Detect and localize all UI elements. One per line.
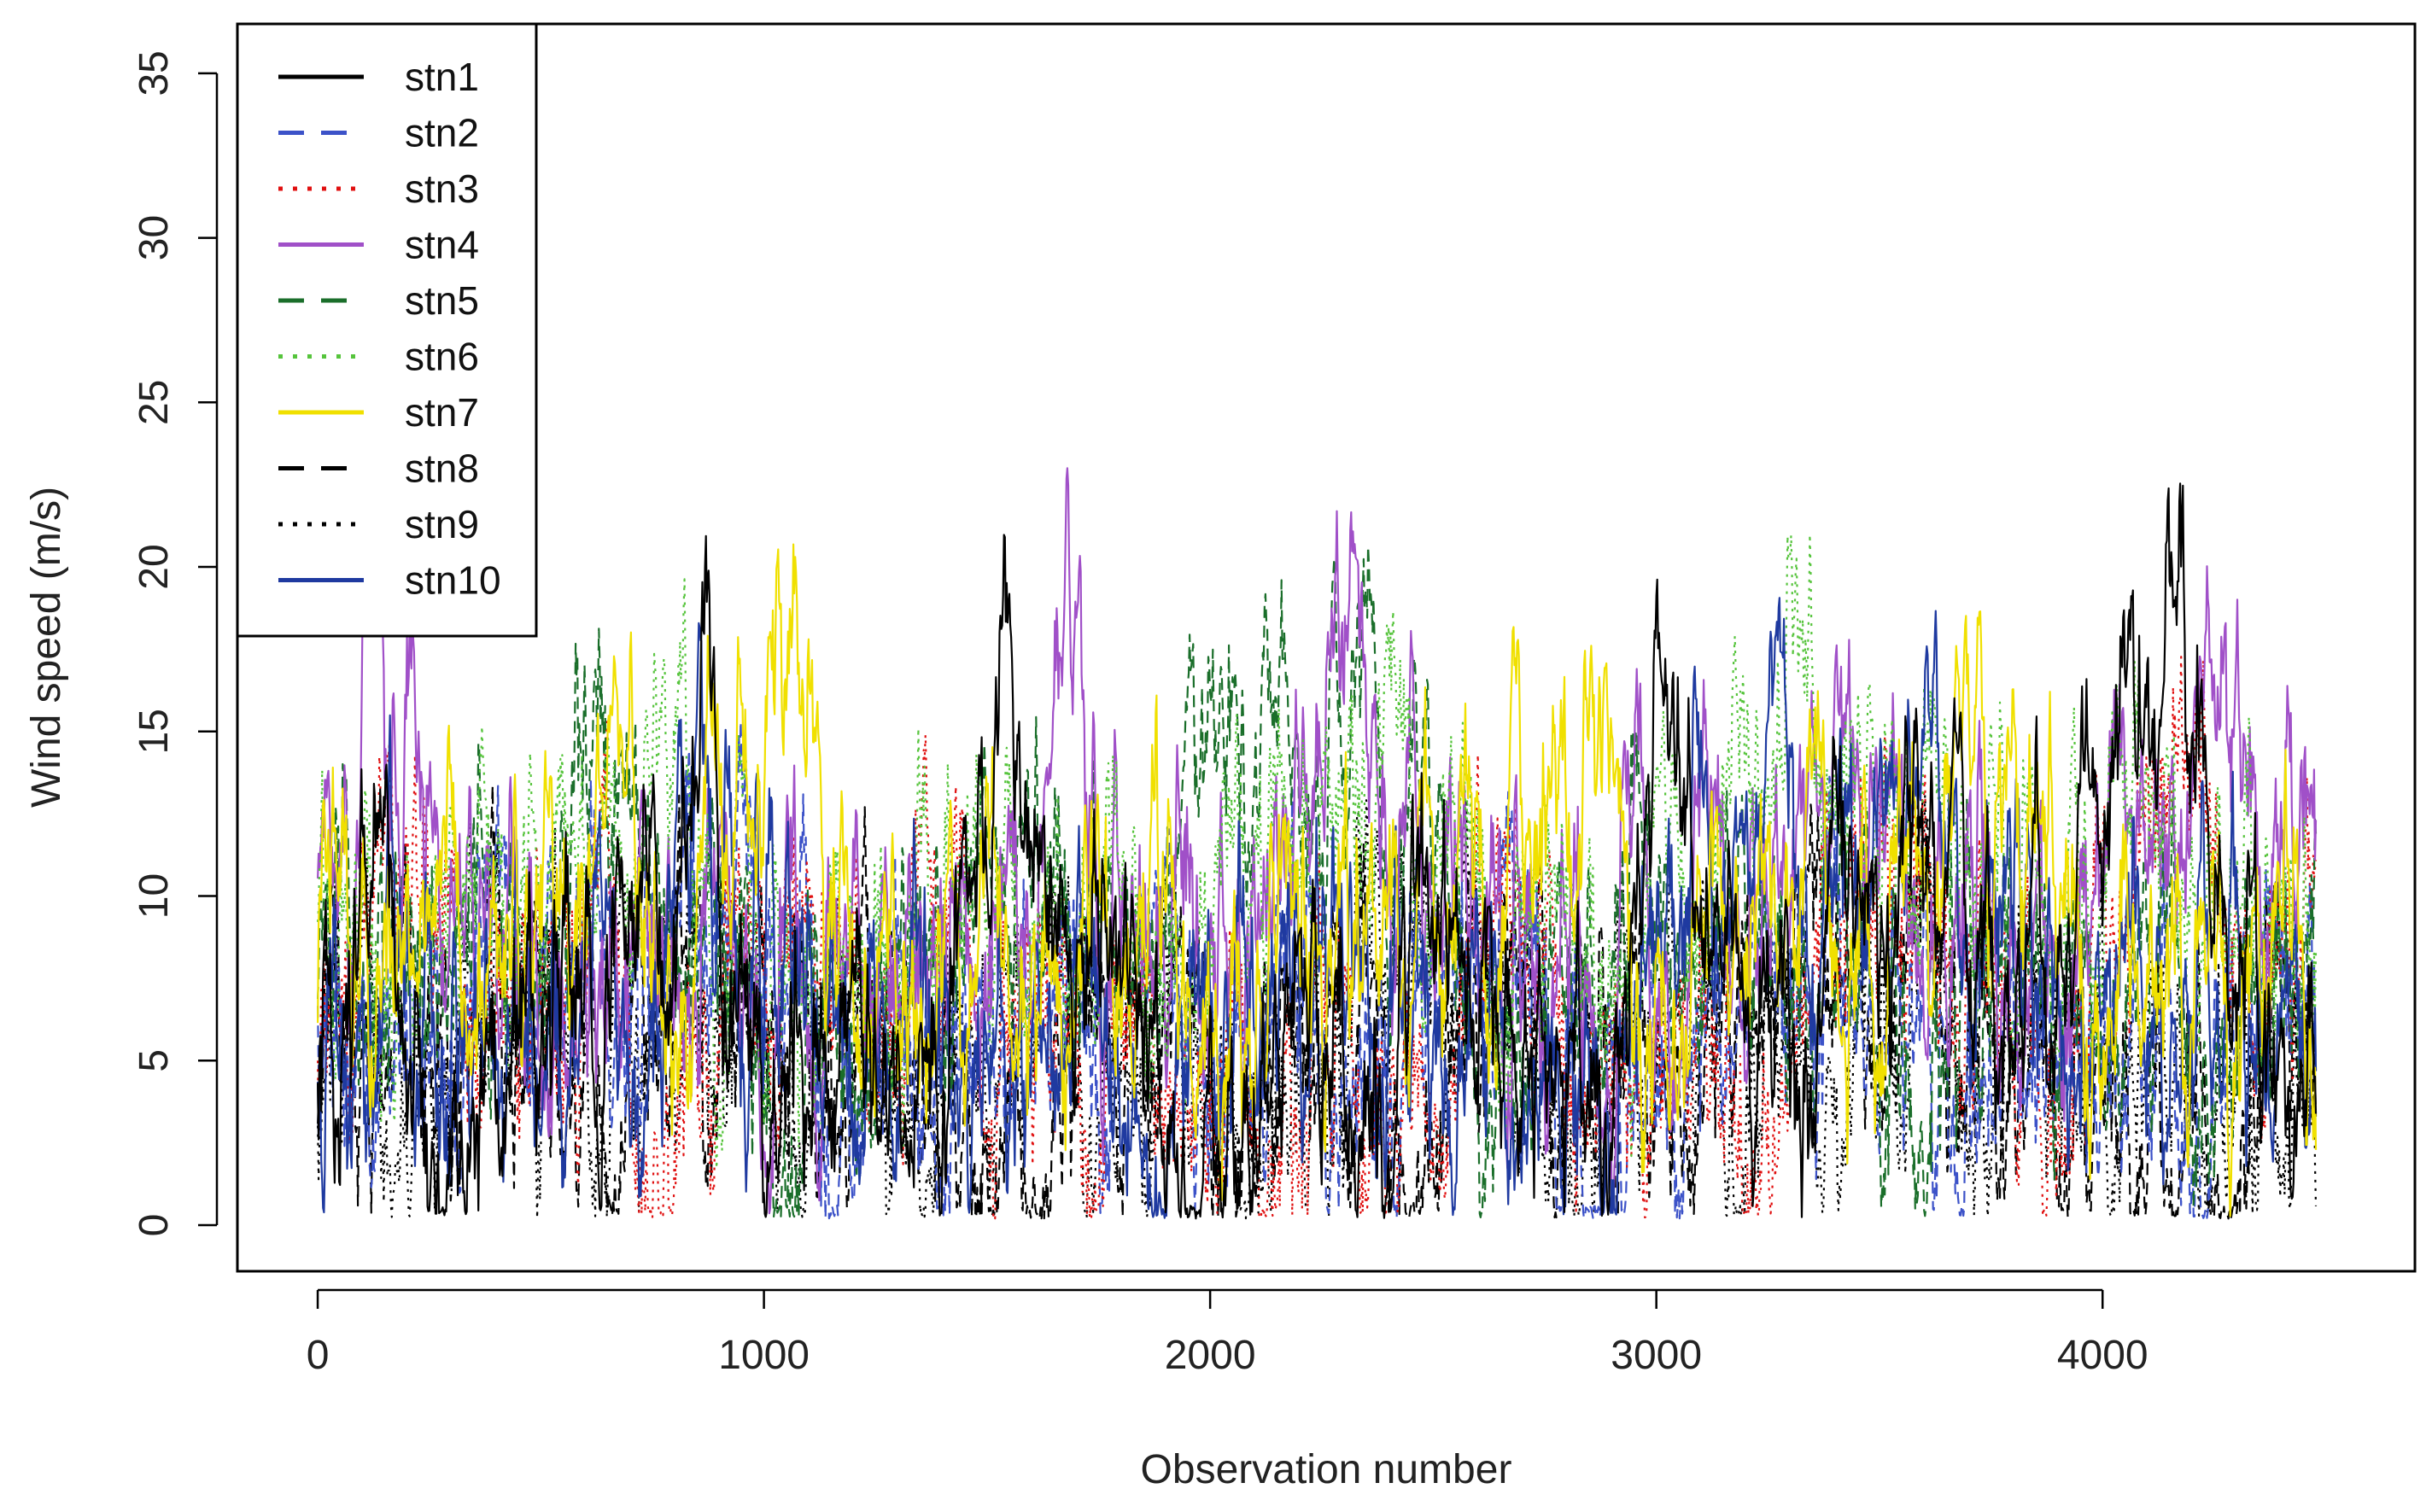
y-tick-label: 30	[132, 215, 177, 260]
y-tick-label: 5	[132, 1049, 177, 1072]
y-tick-label: 0	[132, 1214, 177, 1237]
y-tick-label: 20	[132, 544, 177, 589]
x-tick-label: 4000	[2057, 1333, 2148, 1378]
y-tick-label: 35	[132, 50, 177, 96]
legend-label-stn2: stn2	[405, 111, 479, 155]
series-stn7-line	[317, 543, 2318, 1217]
y-tick-label: 25	[132, 380, 177, 425]
series-stn5-line	[317, 545, 2318, 1218]
x-axis-title: Observation number	[1141, 1447, 1512, 1492]
plot-frame	[236, 22, 2417, 1273]
y-tick-label: 10	[132, 873, 177, 919]
x-tick-label: 3000	[1611, 1333, 1702, 1378]
legend-label-stn1: stn1	[405, 55, 479, 99]
series-stn1-line	[317, 482, 2318, 1220]
x-tick-label: 2000	[1165, 1333, 1256, 1378]
legend: stn1 stn2 stn3 stn4 stn5 stn6 stn7 stn8 stn9 stn1…	[236, 22, 538, 638]
series-layer	[317, 467, 2318, 1220]
legend-label-stn6: stn6	[405, 335, 479, 379]
x-tick-label: 1000	[718, 1333, 810, 1378]
legend-label-stn7: stn7	[405, 390, 479, 435]
y-axis: 0 5 10 15 20 25 30 35	[132, 50, 219, 1237]
x-axis: 0 1000 2000 3000 4000	[307, 1288, 2148, 1378]
x-tick-label: 0	[307, 1333, 330, 1378]
legend-label-stn4: stn4	[405, 223, 479, 267]
legend-label-stn8: stn8	[405, 447, 479, 491]
y-axis-title: Wind speed (m/s)	[24, 487, 69, 808]
legend-label-stn9: stn9	[405, 502, 479, 546]
legend-label-stn3: stn3	[405, 166, 479, 211]
legend-label-stn10: stn10	[405, 558, 501, 603]
legend-box	[236, 22, 538, 638]
y-tick-label: 15	[132, 709, 177, 754]
legend-label-stn5: stn5	[405, 278, 479, 323]
